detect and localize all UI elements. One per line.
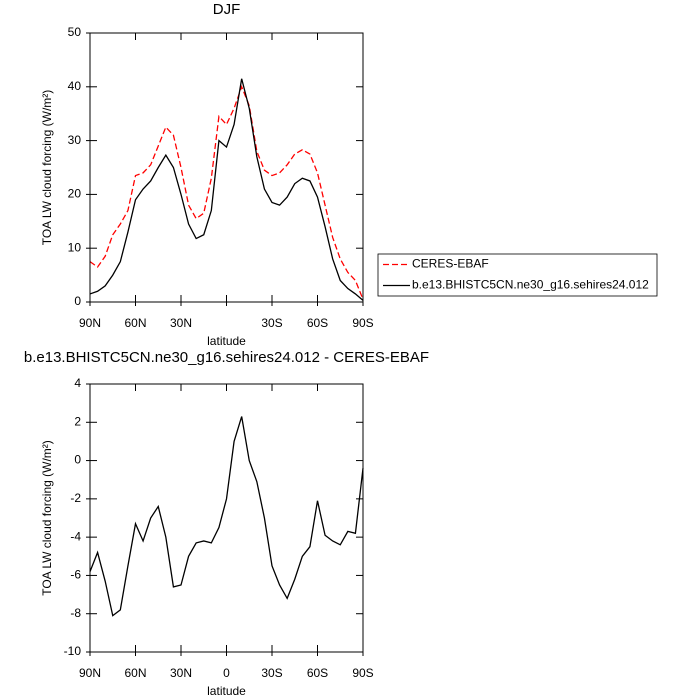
plot-frame [89, 32, 364, 303]
data-line [89, 416, 364, 617]
legend-box [377, 253, 658, 297]
y-tick-label: 0 [74, 294, 81, 308]
y-tick-label: 4 [74, 376, 81, 390]
y-tick-label: 50 [68, 25, 82, 39]
x-tick-label: 90N [79, 316, 101, 330]
x-tick-label: 90S [352, 316, 373, 330]
y-tick-label: 30 [68, 133, 82, 147]
y-tick-label: -8 [70, 606, 81, 620]
y-tick-label: -2 [70, 491, 81, 505]
x-tick-label: 60N [124, 666, 146, 680]
y-tick-label: 2 [74, 414, 81, 428]
chart-title: DJF [213, 1, 241, 18]
y-tick-label: 0 [74, 453, 81, 467]
y-tick-label: -4 [70, 529, 81, 543]
x-tick-label: 90N [79, 666, 101, 680]
data-line [89, 78, 364, 301]
data-line [89, 84, 364, 300]
legend-label: CERES-EBAF [412, 257, 489, 271]
y-tick-label: 10 [68, 240, 82, 254]
x-tick-label: 0 [223, 666, 230, 680]
x-tick-label: 60N [124, 316, 146, 330]
x-tick-label: 30N [170, 316, 192, 330]
y-tick-label: -10 [64, 644, 82, 658]
x-axis-label: latitude [207, 334, 246, 348]
x-tick-label: 30S [261, 316, 282, 330]
chart-title: b.e13.BHISTC5CN.ne30_g16.sehires24.012 -… [24, 349, 429, 366]
legend-label: b.e13.BHISTC5CN.ne30_g16.sehires24.012 [412, 278, 649, 292]
x-axis-label: latitude [207, 684, 246, 698]
y-tick-label: 20 [68, 187, 82, 201]
x-tick-label: 90S [352, 666, 373, 680]
x-tick-label: 30S [261, 666, 282, 680]
x-tick-label: 60S [307, 316, 328, 330]
y-tick-label: 40 [68, 79, 82, 93]
y-axis-label: TOA LW cloud forcing (W/m²) [40, 440, 54, 596]
y-axis-label: TOA LW cloud forcing (W/m²) [40, 90, 54, 246]
x-tick-label: 60S [307, 666, 328, 680]
plot-frame [89, 383, 364, 653]
y-tick-label: -6 [70, 568, 81, 582]
x-tick-label: 30N [170, 666, 192, 680]
